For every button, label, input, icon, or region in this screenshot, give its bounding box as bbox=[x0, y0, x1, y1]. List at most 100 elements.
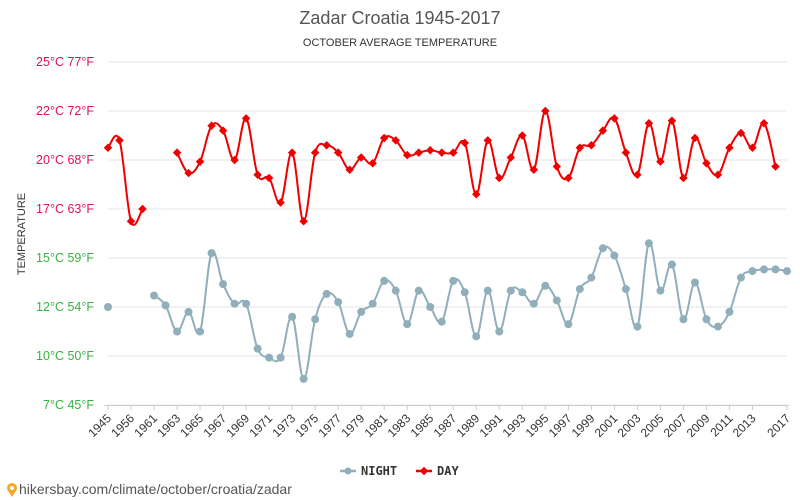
night-point[interactable] bbox=[495, 327, 504, 336]
night-point[interactable] bbox=[299, 374, 308, 383]
night-point[interactable] bbox=[783, 267, 791, 276]
night-point[interactable] bbox=[253, 344, 262, 353]
night-point[interactable] bbox=[483, 286, 492, 295]
night-point[interactable] bbox=[104, 303, 112, 311]
night-point[interactable] bbox=[173, 327, 182, 336]
night-point[interactable] bbox=[529, 299, 538, 308]
day-point[interactable] bbox=[287, 148, 297, 157]
night-point[interactable] bbox=[736, 273, 745, 282]
night-point[interactable] bbox=[713, 322, 722, 331]
day-point[interactable] bbox=[322, 141, 331, 150]
day-point[interactable] bbox=[391, 136, 400, 145]
day-point[interactable] bbox=[414, 148, 423, 157]
night-point[interactable] bbox=[391, 286, 400, 295]
legend[interactable]: NIGHT DAY bbox=[340, 464, 459, 478]
night-point[interactable] bbox=[437, 317, 446, 326]
night-point[interactable] bbox=[702, 315, 711, 324]
night-point[interactable] bbox=[759, 265, 768, 274]
night-point[interactable] bbox=[380, 276, 389, 285]
day-point[interactable] bbox=[506, 153, 516, 162]
day-point[interactable] bbox=[230, 155, 239, 165]
day-point[interactable] bbox=[368, 159, 377, 168]
source-link[interactable]: hikersbay.com/climate/october/croatia/za… bbox=[7, 481, 292, 497]
day-point[interactable] bbox=[379, 133, 389, 143]
night-point[interactable] bbox=[449, 276, 458, 285]
night-point[interactable] bbox=[334, 298, 343, 307]
night-point[interactable] bbox=[541, 281, 550, 290]
night-point[interactable] bbox=[621, 285, 630, 294]
night-point[interactable] bbox=[207, 249, 216, 258]
night-point[interactable] bbox=[587, 273, 596, 282]
day-point[interactable] bbox=[771, 162, 780, 171]
night-point[interactable] bbox=[345, 329, 354, 338]
day-point[interactable] bbox=[264, 173, 274, 183]
day-point[interactable] bbox=[425, 145, 435, 155]
day-point[interactable] bbox=[495, 173, 504, 183]
day-point[interactable] bbox=[483, 136, 493, 145]
night-point[interactable] bbox=[219, 280, 228, 289]
day-point[interactable] bbox=[460, 138, 470, 148]
day-point[interactable] bbox=[437, 148, 446, 157]
day-point[interactable] bbox=[310, 148, 320, 157]
day-point[interactable] bbox=[172, 148, 182, 157]
day-point[interactable] bbox=[333, 148, 343, 157]
day-point[interactable] bbox=[299, 217, 308, 226]
day-point[interactable] bbox=[541, 106, 550, 116]
night-point[interactable] bbox=[690, 278, 699, 287]
night-point[interactable] bbox=[276, 353, 285, 362]
day-point[interactable] bbox=[126, 217, 136, 226]
night-point[interactable] bbox=[460, 288, 469, 297]
day-point[interactable] bbox=[621, 148, 631, 157]
night-point[interactable] bbox=[518, 288, 527, 297]
night-point[interactable] bbox=[771, 265, 780, 274]
night-point[interactable] bbox=[288, 312, 297, 321]
night-point[interactable] bbox=[403, 320, 412, 329]
day-point[interactable] bbox=[564, 173, 573, 183]
day-point[interactable] bbox=[276, 198, 285, 207]
day-point[interactable] bbox=[725, 143, 734, 152]
day-point[interactable] bbox=[115, 136, 124, 145]
day-point[interactable] bbox=[472, 190, 481, 199]
day-point[interactable] bbox=[552, 162, 562, 171]
night-point[interactable] bbox=[161, 301, 170, 310]
day-point[interactable] bbox=[218, 126, 228, 135]
day-point[interactable] bbox=[103, 143, 113, 152]
night-point[interactable] bbox=[472, 332, 481, 341]
night-point[interactable] bbox=[679, 315, 688, 324]
day-point[interactable] bbox=[449, 148, 458, 157]
day-point[interactable] bbox=[241, 114, 251, 123]
night-point[interactable] bbox=[506, 286, 515, 295]
night-point[interactable] bbox=[610, 251, 619, 260]
day-point[interactable] bbox=[345, 165, 354, 175]
night-point[interactable] bbox=[552, 296, 561, 305]
legend-item-night[interactable]: NIGHT bbox=[340, 464, 397, 478]
night-point[interactable] bbox=[242, 299, 251, 308]
night-point[interactable] bbox=[656, 286, 665, 295]
night-point[interactable] bbox=[667, 260, 676, 269]
day-point[interactable] bbox=[207, 121, 216, 130]
night-point[interactable] bbox=[725, 307, 734, 316]
night-point[interactable] bbox=[748, 267, 757, 276]
night-point[interactable] bbox=[644, 239, 653, 248]
night-point[interactable] bbox=[368, 299, 377, 308]
night-point[interactable] bbox=[196, 327, 205, 336]
night-point[interactable] bbox=[414, 286, 423, 295]
night-point[interactable] bbox=[564, 320, 573, 329]
night-point[interactable] bbox=[357, 307, 366, 316]
day-point[interactable] bbox=[610, 114, 619, 123]
legend-item-day[interactable]: DAY bbox=[416, 464, 459, 478]
day-point[interactable] bbox=[356, 153, 366, 162]
night-point[interactable] bbox=[230, 299, 239, 308]
night-point[interactable] bbox=[265, 353, 274, 362]
night-point[interactable] bbox=[311, 315, 320, 324]
night-point[interactable] bbox=[184, 307, 193, 316]
day-point[interactable] bbox=[184, 168, 193, 178]
day-point[interactable] bbox=[138, 204, 147, 214]
night-point[interactable] bbox=[322, 289, 331, 298]
day-point[interactable] bbox=[195, 157, 205, 166]
night-point[interactable] bbox=[426, 303, 435, 311]
night-point[interactable] bbox=[575, 285, 584, 294]
night-point[interactable] bbox=[633, 322, 642, 331]
night-point[interactable] bbox=[598, 244, 607, 253]
day-point[interactable] bbox=[253, 170, 262, 179]
